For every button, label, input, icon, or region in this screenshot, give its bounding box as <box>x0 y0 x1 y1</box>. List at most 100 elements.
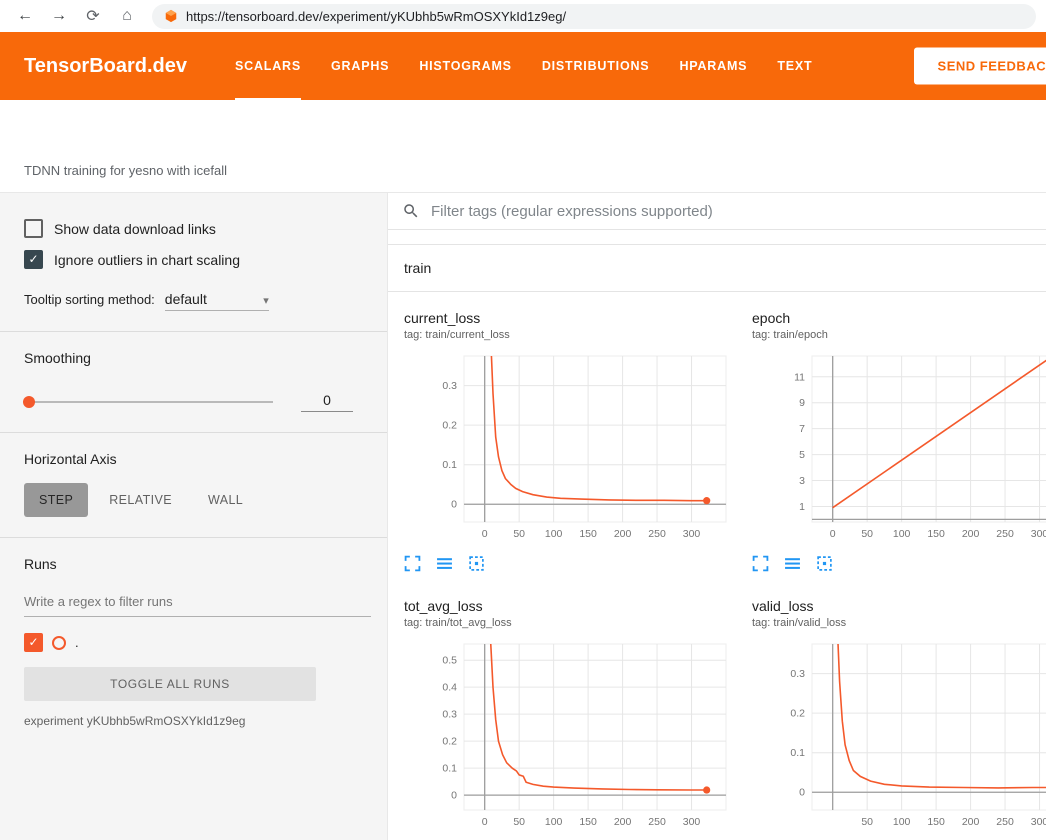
line-chart-epoch[interactable]: 0 50 100 150 200 250 300 1 3 5 7 9 11 <box>752 351 1046 547</box>
tab-scalars[interactable]: SCALARS <box>235 32 302 100</box>
chart-toolbar <box>752 555 1046 572</box>
axis-relative-button[interactable]: RELATIVE <box>94 483 187 517</box>
dropdown-value: default <box>164 291 207 307</box>
tab-histograms[interactable]: HISTOGRAMS <box>419 59 512 73</box>
checkbox-checked-icon[interactable]: ✓ <box>24 250 43 269</box>
chart-toolbar <box>404 555 746 572</box>
svg-text:100: 100 <box>893 816 911 828</box>
send-feedback-button[interactable]: SEND FEEDBACK <box>913 47 1046 85</box>
svg-text:11: 11 <box>794 371 805 383</box>
svg-text:3: 3 <box>799 475 805 487</box>
tab-distributions[interactable]: DISTRIBUTIONS <box>541 59 650 73</box>
fullscreen-icon[interactable] <box>752 555 769 572</box>
back-icon[interactable]: ← <box>17 7 33 24</box>
chart-tag: tag: train/tot_avg_loss <box>404 617 512 629</box>
refresh-icon[interactable]: ⟳ <box>86 8 100 25</box>
ignore-outliers-row[interactable]: ✓ Ignore outliers in chart scaling <box>24 250 371 269</box>
address-bar[interactable]: https://tensorboard.dev/experiment/yKUbh… <box>152 3 1036 29</box>
charts-grid: current_loss tag: train/current_loss 0 50… <box>388 292 1046 840</box>
tab-hparams[interactable]: HPARAMS <box>679 59 748 73</box>
experiment-subheader: TDNN training for yesno with icefall <box>0 100 1046 193</box>
svg-text:5: 5 <box>799 449 805 461</box>
svg-text:0: 0 <box>482 816 488 828</box>
fullscreen-icon[interactable] <box>404 555 421 572</box>
svg-text:250: 250 <box>648 816 666 828</box>
chart-title: tot_avg_loss <box>404 598 483 614</box>
svg-text:0.1: 0.1 <box>442 763 457 775</box>
svg-text:200: 200 <box>614 816 632 828</box>
svg-text:300: 300 <box>1031 528 1046 540</box>
svg-text:0: 0 <box>799 787 805 799</box>
svg-text:0: 0 <box>482 528 488 540</box>
svg-text:300: 300 <box>1031 816 1046 828</box>
svg-text:100: 100 <box>893 528 911 540</box>
tag-section-train: train current_loss tag: train/current_lo… <box>388 244 1046 840</box>
svg-text:150: 150 <box>579 528 597 540</box>
experiment-caption: experiment yKUbhb5wRmOSXYkId1z9eg <box>24 714 246 728</box>
experiment-title: TDNN training for yesno with icefall <box>24 163 228 178</box>
nav-tabs: SCALARS GRAPHS HISTOGRAMS DISTRIBUTIONS … <box>235 32 812 100</box>
chart-tag: tag: train/epoch <box>752 329 828 341</box>
chart-card-valid-loss: valid_loss tag: train/valid_loss 50 100 15… <box>752 598 1046 840</box>
chart-title: epoch <box>752 310 791 326</box>
svg-text:250: 250 <box>996 816 1014 828</box>
line-chart-tot-avg-loss[interactable]: 0 50 100 150 200 250 300 0 0.1 0.2 0.3 0.4 0.5 <box>404 639 734 835</box>
smoothing-row: 0 <box>23 392 353 412</box>
scalars-content: train current_loss tag: train/current_lo… <box>388 193 1046 840</box>
tooltip-sorting-dropdown[interactable]: default ▾ <box>164 291 269 311</box>
axis-step-button[interactable]: STEP <box>24 483 89 517</box>
svg-text:0.5: 0.5 <box>442 655 457 667</box>
chart-title: current_loss <box>404 310 481 326</box>
tab-text[interactable]: TEXT <box>777 59 813 73</box>
toggle-all-runs-button[interactable]: TOGGLE ALL RUNS <box>24 667 316 701</box>
show-download-links-row[interactable]: Show data download links <box>24 219 371 238</box>
smoothing-value[interactable]: 0 <box>301 392 353 412</box>
forward-icon[interactable]: → <box>51 7 67 24</box>
search-icon <box>404 204 418 218</box>
svg-text:150: 150 <box>927 816 945 828</box>
smoothing-slider[interactable] <box>23 396 273 408</box>
svg-text:0: 0 <box>830 528 836 540</box>
line-chart-current-loss[interactable]: 0 50 100 150 200 250 300 0 0.1 0.2 0.3 <box>404 351 734 547</box>
data-table-icon[interactable] <box>436 555 453 572</box>
tag-section-title[interactable]: train <box>388 245 1046 292</box>
line-chart-valid-loss[interactable]: 50 100 150 200 250 300 0 0.1 0.2 0.3 <box>752 639 1046 835</box>
checkbox-unchecked-icon[interactable] <box>24 219 43 238</box>
home-icon[interactable]: ⌂ <box>122 7 132 24</box>
run-color-swatch <box>52 635 66 650</box>
tag-filter-input[interactable] <box>429 201 1032 221</box>
divider <box>0 537 387 538</box>
svg-text:0: 0 <box>451 790 457 802</box>
fit-data-icon[interactable] <box>468 555 485 572</box>
svg-text:200: 200 <box>962 528 980 540</box>
divider <box>0 432 387 433</box>
svg-text:50: 50 <box>861 528 873 540</box>
svg-text:50: 50 <box>513 816 525 828</box>
horizontal-axis-label: Horizontal Axis <box>24 451 117 467</box>
data-table-icon[interactable] <box>784 555 801 572</box>
tooltip-sorting-row: Tooltip sorting method: default ▾ <box>24 291 371 311</box>
run-checkbox-icon[interactable]: ✓ <box>24 633 43 652</box>
chart-card-epoch: epoch tag: train/epoch 0 50 100 150 200 250 30… <box>752 310 1046 572</box>
url-text: https://tensorboard.dev/experiment/yKUbh… <box>186 8 567 24</box>
svg-text:0.3: 0.3 <box>790 668 805 680</box>
show-download-links-label: Show data download links <box>54 220 216 237</box>
svg-text:100: 100 <box>545 816 563 828</box>
fit-data-icon[interactable] <box>816 555 833 572</box>
svg-text:0.3: 0.3 <box>442 380 457 392</box>
svg-text:300: 300 <box>683 816 701 828</box>
tag-filter-row <box>388 193 1046 230</box>
axis-wall-button[interactable]: WALL <box>193 483 258 517</box>
svg-text:50: 50 <box>513 528 525 540</box>
runs-filter-input[interactable] <box>24 588 371 617</box>
tab-graphs[interactable]: GRAPHS <box>331 59 390 73</box>
svg-text:0.1: 0.1 <box>790 747 805 759</box>
ignore-outliers-label: Ignore outliers in chart scaling <box>54 251 240 268</box>
svg-text:7: 7 <box>799 423 805 435</box>
svg-text:0.2: 0.2 <box>442 420 457 432</box>
svg-text:250: 250 <box>996 528 1014 540</box>
chevron-down-icon: ▾ <box>263 295 269 307</box>
run-row[interactable]: ✓ . <box>24 633 371 652</box>
slider-thumb[interactable] <box>23 396 35 408</box>
